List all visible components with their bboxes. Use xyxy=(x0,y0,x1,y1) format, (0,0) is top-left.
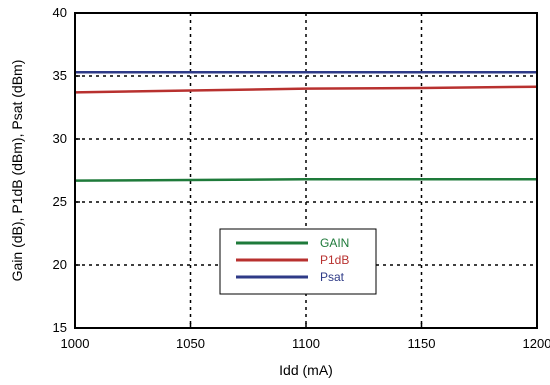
y-tick-label: 15 xyxy=(53,320,67,335)
legend-label: Psat xyxy=(320,270,345,284)
series-line-gain xyxy=(74,178,537,182)
axis-ticks: 1000 1050 1100 1150 1200 15 20 25 30 35 40 xyxy=(53,5,550,351)
series-lines xyxy=(74,70,538,182)
x-axis-title: Idd (mA) xyxy=(279,362,333,378)
y-axis-title: Gain (dB), P1dB (dBm), Psat (dBm) xyxy=(9,60,25,282)
x-tick-label: 1100 xyxy=(292,336,320,351)
legend-label: P1dB xyxy=(320,253,349,267)
legend: GAIN P1dB Psat xyxy=(219,228,377,295)
x-tick-label: 1200 xyxy=(523,336,550,351)
x-tick-label: 1000 xyxy=(61,336,90,351)
y-tick-label: 25 xyxy=(53,194,67,209)
y-tick-label: 40 xyxy=(53,5,67,20)
y-tick-label: 35 xyxy=(53,68,67,83)
legend-label: GAIN xyxy=(320,236,349,250)
x-tick-label: 1150 xyxy=(408,336,436,351)
series-line-p1db xyxy=(74,85,538,94)
x-tick-label: 1050 xyxy=(176,336,205,351)
y-tick-label: 20 xyxy=(53,257,67,272)
y-tick-label: 30 xyxy=(53,131,67,146)
